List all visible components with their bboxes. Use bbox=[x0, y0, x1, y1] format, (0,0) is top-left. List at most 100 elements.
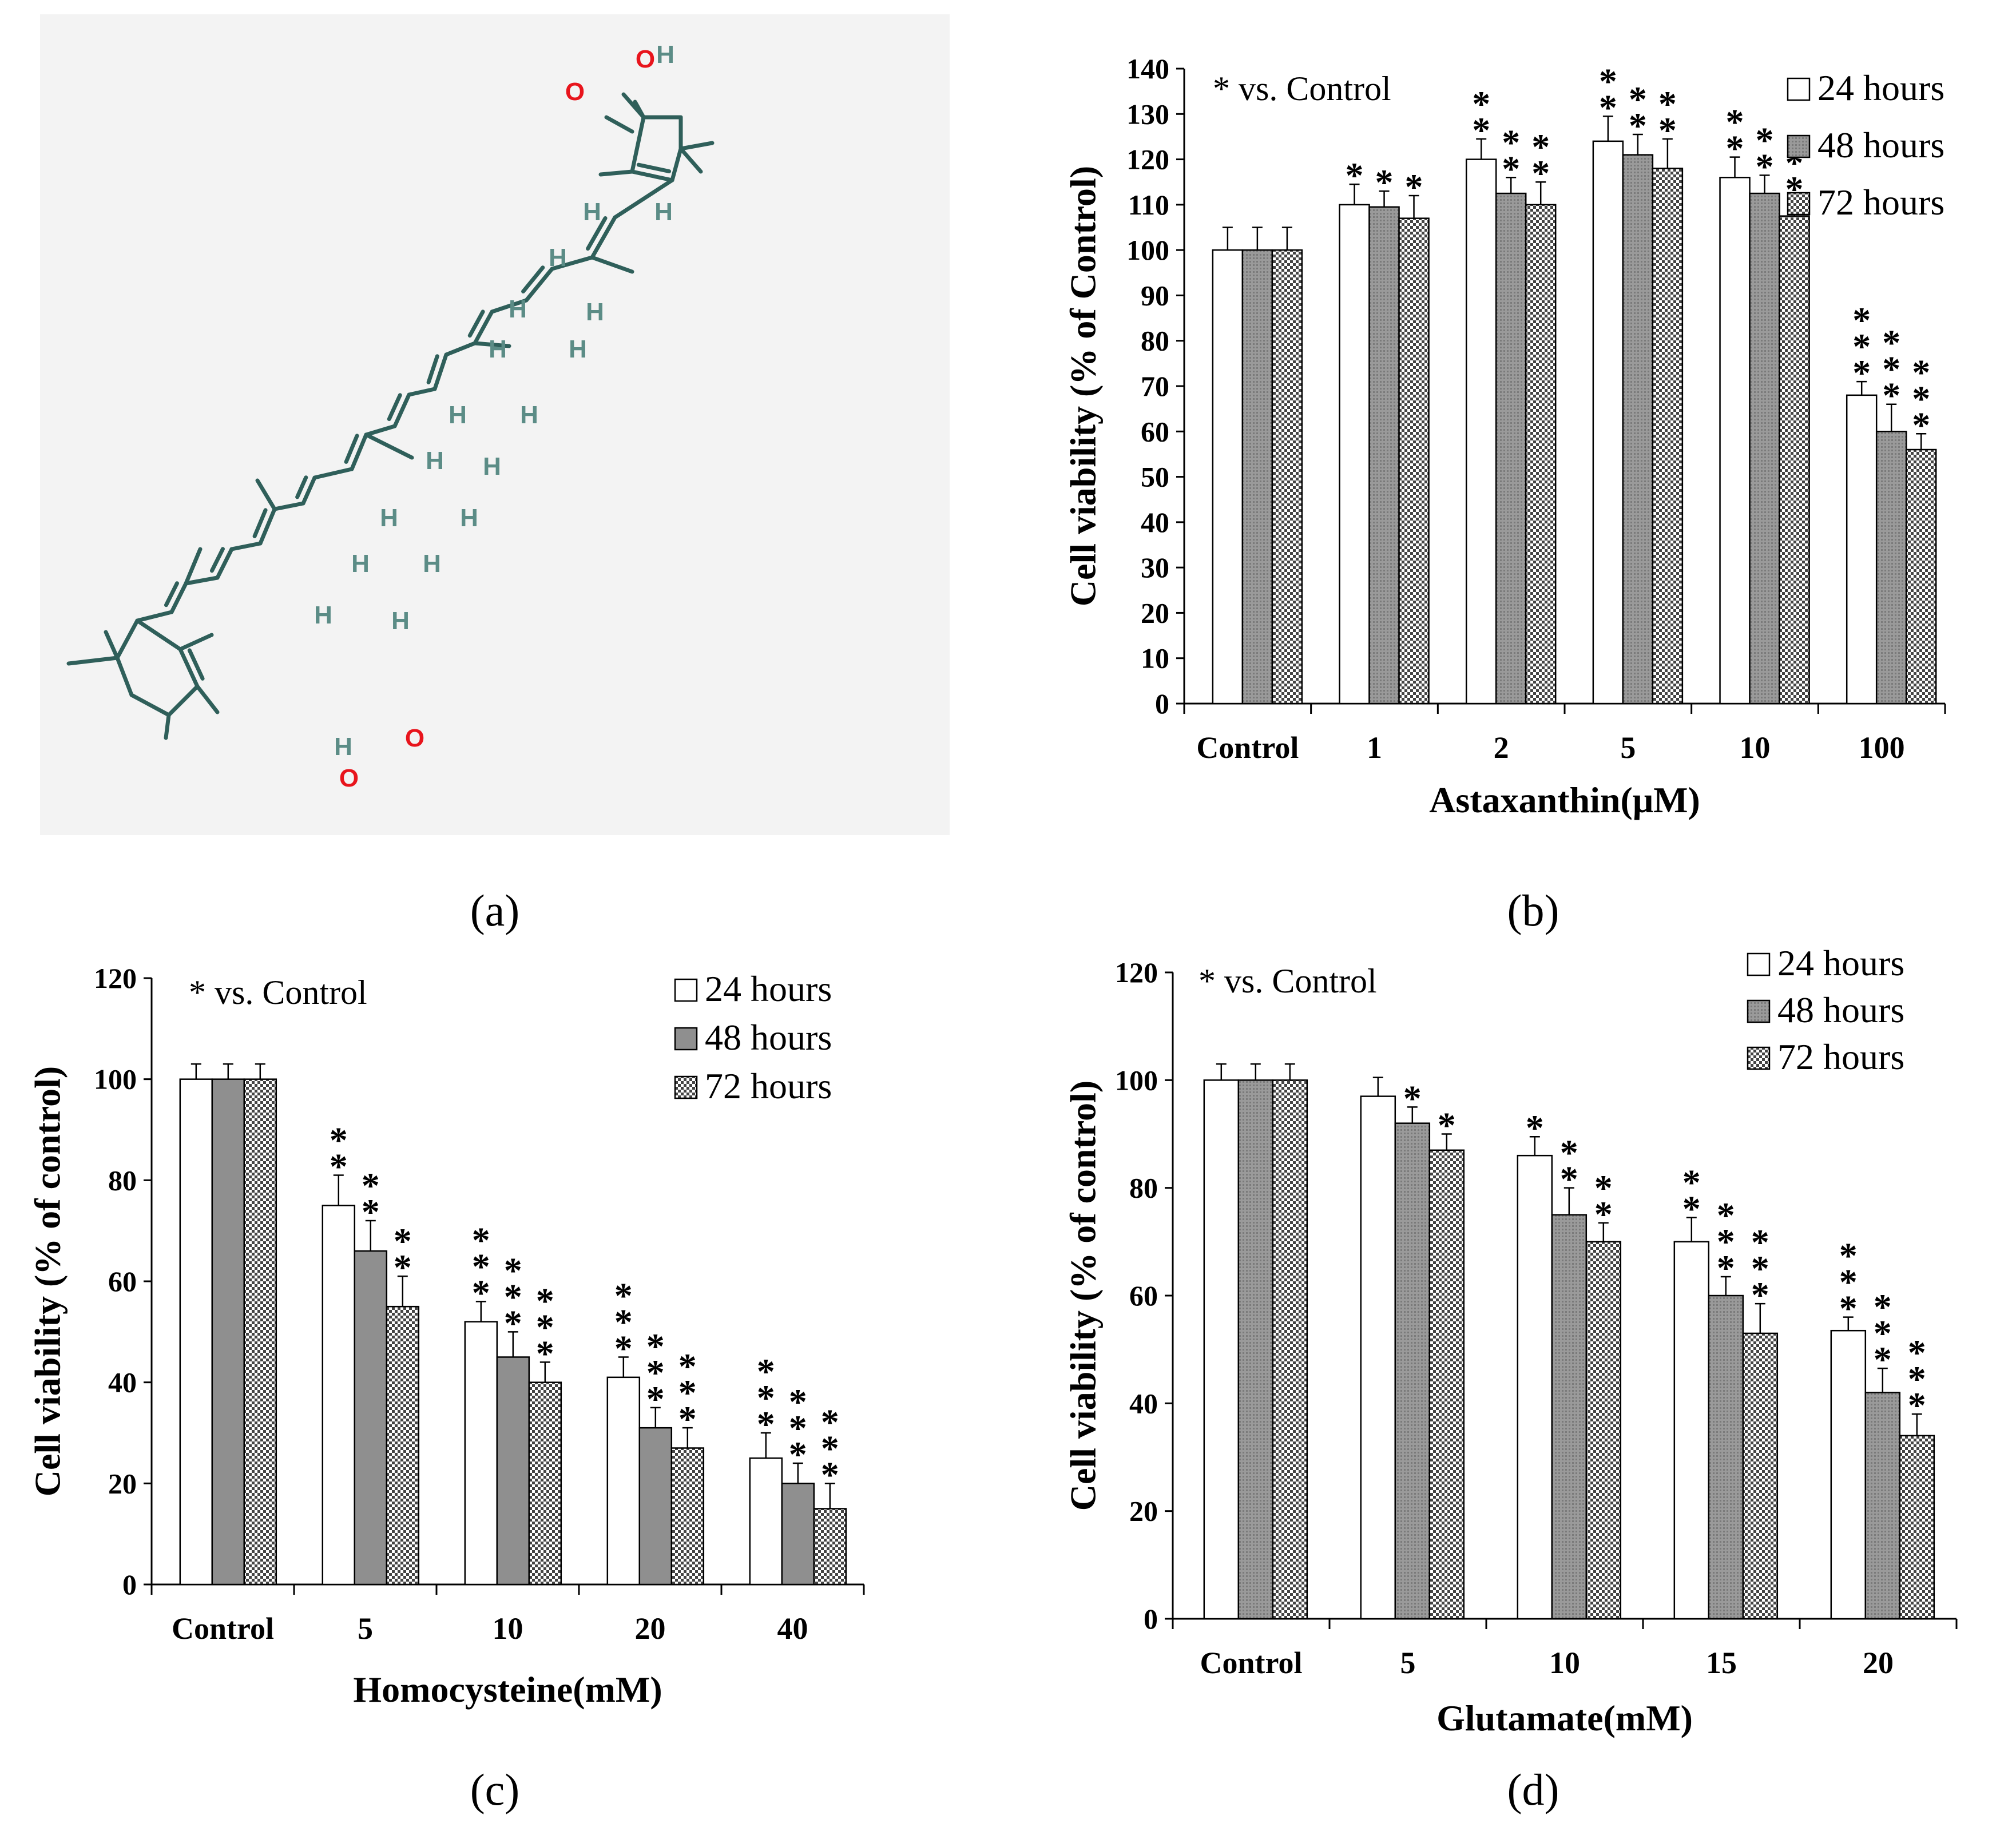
significance-star: * bbox=[1531, 126, 1550, 167]
bar-48-hours bbox=[496, 1356, 530, 1586]
hydrogen-atom: H bbox=[334, 733, 352, 761]
double-bond bbox=[169, 581, 188, 614]
significance-star: * bbox=[472, 1246, 490, 1286]
significance-star: * bbox=[1472, 84, 1490, 124]
legend-swatch bbox=[1747, 952, 1771, 976]
y-tick-label: 60 bbox=[108, 1265, 137, 1297]
bond bbox=[255, 478, 277, 511]
significance-star: * bbox=[1375, 162, 1394, 202]
hydrogen-atom: H bbox=[520, 401, 538, 429]
double-bond bbox=[630, 169, 674, 182]
bar-24-hours bbox=[1673, 1241, 1710, 1620]
significance-star: * bbox=[821, 1454, 839, 1495]
x-category-label: 40 bbox=[777, 1611, 808, 1646]
bar-48-hours bbox=[1237, 1079, 1274, 1620]
significance-star: * bbox=[472, 1272, 490, 1313]
legend-label: 48 hours bbox=[705, 1017, 832, 1058]
significance-star: * bbox=[1629, 79, 1647, 120]
y-tick-label: 40 bbox=[1141, 506, 1169, 538]
double-bond bbox=[432, 352, 449, 391]
significance-star: * bbox=[614, 1328, 633, 1369]
hydrogen-atom: H bbox=[586, 298, 604, 326]
bond bbox=[633, 100, 646, 120]
double-bond bbox=[521, 265, 545, 294]
y-tick-label: 0 bbox=[1144, 1603, 1158, 1635]
significance-star: * bbox=[1908, 1332, 1926, 1373]
significance-star: * bbox=[1852, 300, 1871, 340]
bond bbox=[135, 610, 174, 623]
bar-24-hours bbox=[1212, 249, 1244, 705]
significance-star: * bbox=[646, 1326, 665, 1367]
bar-48-hours bbox=[1394, 1122, 1431, 1620]
bond bbox=[135, 618, 182, 652]
bar-24-hours bbox=[1719, 177, 1751, 705]
bond bbox=[364, 432, 414, 460]
significance-star: * bbox=[1560, 1159, 1578, 1200]
bond bbox=[184, 575, 220, 586]
bar-24-hours bbox=[749, 1457, 783, 1586]
hydrogen-atom: H bbox=[460, 504, 478, 532]
legend-label: 72 hours bbox=[705, 1066, 832, 1106]
bar-48-hours bbox=[1864, 1392, 1901, 1620]
legend-label: 48 hours bbox=[1777, 990, 1904, 1030]
significance-star: * bbox=[536, 1333, 554, 1373]
bond bbox=[490, 298, 529, 314]
hydrogen-atom: H bbox=[483, 452, 501, 480]
bond bbox=[407, 387, 437, 397]
legend-swatch bbox=[674, 1027, 698, 1051]
significance-star: * bbox=[1526, 1107, 1544, 1148]
bond bbox=[184, 547, 203, 586]
significance-star: * bbox=[536, 1280, 554, 1321]
bar-72-hours bbox=[1905, 448, 1937, 705]
significance-star: * bbox=[1502, 148, 1520, 189]
bar-48-hours bbox=[781, 1483, 815, 1586]
bond bbox=[678, 146, 703, 174]
y-tick-label: 90 bbox=[1141, 279, 1169, 311]
bar-48-hours bbox=[354, 1250, 388, 1586]
legend-swatch bbox=[1787, 77, 1811, 101]
bar-72-hours bbox=[670, 1447, 705, 1586]
bond bbox=[604, 115, 634, 134]
x-category-label: 15 bbox=[1706, 1646, 1737, 1680]
significance-star: * bbox=[678, 1399, 697, 1439]
bar-72-hours bbox=[1271, 249, 1303, 705]
bond bbox=[312, 467, 354, 480]
double-bond bbox=[301, 475, 317, 506]
bond bbox=[473, 341, 511, 348]
significance-star: * bbox=[1658, 110, 1677, 150]
hydrogen-atom: H bbox=[380, 504, 398, 532]
significance-star: * bbox=[1682, 1188, 1701, 1229]
significance-star: * bbox=[504, 1250, 522, 1290]
significance-star: * bbox=[1912, 352, 1930, 392]
x-category-label: 10 bbox=[493, 1611, 523, 1646]
significance-star: * bbox=[1726, 128, 1744, 169]
panel-b-chart: 0102030405060708090100110120130140Contro… bbox=[1063, 53, 1946, 820]
double-bond bbox=[350, 432, 368, 471]
significance-star: * bbox=[678, 1346, 697, 1387]
significance-star: * bbox=[1717, 1195, 1735, 1236]
bar-48-hours bbox=[638, 1427, 673, 1586]
significance-star: * bbox=[1852, 326, 1871, 367]
bar-24-hours bbox=[1339, 204, 1370, 705]
y-tick-label: 0 bbox=[1155, 688, 1169, 720]
bar-72-hours bbox=[1779, 215, 1810, 705]
bond bbox=[195, 684, 220, 714]
significance-star: * bbox=[394, 1247, 412, 1288]
double-bond bbox=[187, 648, 205, 681]
y-tick-label: 80 bbox=[1141, 325, 1169, 357]
significance-star: * bbox=[646, 1352, 665, 1393]
double-bond bbox=[387, 393, 402, 422]
hydrogen-atom: H bbox=[391, 607, 410, 635]
significance-star: * bbox=[536, 1306, 554, 1347]
significance-star: * bbox=[757, 1351, 775, 1392]
significance-star: * bbox=[1472, 110, 1490, 150]
double-bond bbox=[258, 507, 277, 546]
double-bond bbox=[215, 547, 234, 580]
significance-star: * bbox=[1403, 1078, 1422, 1118]
y-tick-label: 120 bbox=[1115, 956, 1158, 988]
significance-star: * bbox=[1839, 1236, 1858, 1276]
significance-star: * bbox=[1438, 1105, 1456, 1146]
